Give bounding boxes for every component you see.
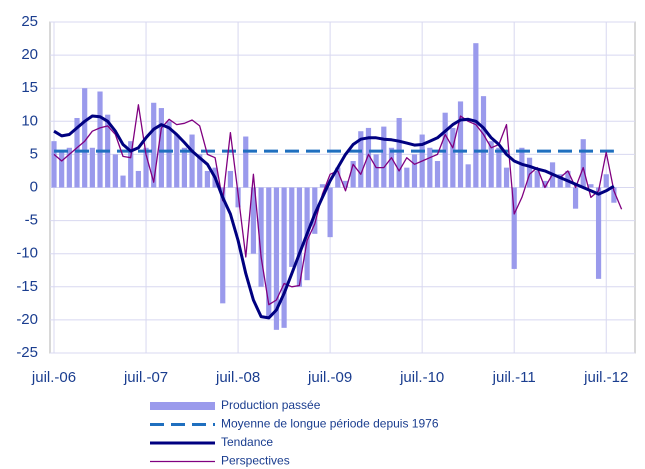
bar [503, 167, 510, 188]
bar [135, 170, 141, 188]
y-tick-label: 10 [21, 112, 38, 129]
bar [542, 180, 548, 188]
y-tick-label: -20 [16, 311, 38, 328]
bar [473, 43, 479, 188]
bar [488, 141, 494, 188]
legend-label: Perspectives [221, 454, 290, 468]
bar [128, 141, 134, 188]
bar [327, 187, 333, 238]
bar [411, 154, 418, 188]
bar [335, 167, 341, 188]
bar [289, 187, 295, 267]
bar [51, 141, 57, 188]
x-tick-label: juil.-12 [583, 369, 628, 386]
bar [450, 127, 456, 188]
legend-label: Tendance [221, 435, 273, 449]
x-tick-label: juil.-06 [31, 369, 76, 386]
bar [220, 187, 226, 304]
bar [588, 184, 594, 188]
bar [266, 187, 272, 317]
bar [166, 121, 172, 188]
bar [296, 187, 303, 287]
bar [227, 170, 234, 188]
bar [465, 164, 471, 188]
line-thin [53, 104, 623, 306]
y-tick-label: 15 [21, 79, 38, 96]
bar [97, 91, 103, 188]
bar [204, 170, 210, 188]
legend-label: Moyenne de longue période depuis 1976 [221, 417, 439, 431]
bar [197, 154, 203, 188]
bar [496, 147, 502, 188]
bar [258, 187, 264, 287]
bar [74, 117, 80, 188]
y-tick-label: 5 [30, 145, 38, 162]
x-tick-label: juil.-09 [307, 369, 352, 386]
legend-label: Production passée [221, 398, 321, 412]
bar [143, 147, 149, 188]
bar [82, 88, 88, 188]
x-tick-label: juil.-08 [215, 369, 260, 386]
bar [358, 131, 364, 188]
y-tick-label: 0 [30, 178, 38, 195]
bar [319, 184, 326, 188]
bar [350, 161, 356, 188]
bar [273, 187, 280, 330]
y-tick-label: 20 [21, 46, 38, 63]
bar [557, 174, 563, 188]
bar [250, 187, 257, 254]
y-tick-label: -5 [25, 212, 38, 229]
legend-swatch [150, 402, 215, 410]
bar [381, 126, 387, 188]
bar [526, 157, 533, 188]
bar [59, 151, 65, 188]
bar [396, 117, 402, 188]
bar [112, 154, 118, 188]
bar [480, 96, 487, 188]
bar [365, 127, 372, 188]
bar [534, 170, 540, 188]
bar [572, 187, 579, 209]
bar [427, 147, 433, 188]
bar [434, 161, 441, 188]
bar [342, 180, 349, 188]
bar [189, 134, 195, 188]
bar [519, 147, 525, 188]
bar [89, 147, 95, 188]
bar [158, 108, 164, 188]
bar [611, 187, 617, 203]
bar [281, 187, 287, 328]
bar [565, 170, 571, 188]
bar [243, 136, 249, 188]
bar [373, 154, 379, 188]
bar [580, 139, 586, 188]
bar [388, 147, 395, 188]
y-tick-label: -25 [16, 344, 38, 361]
x-tick-label: juil.-11 [492, 369, 536, 386]
bar [174, 134, 180, 188]
bar [404, 167, 410, 188]
x-tick-label: juil.-07 [123, 369, 168, 386]
bar [603, 174, 609, 188]
x-tick-label: juil.-10 [399, 369, 444, 386]
bar [120, 175, 126, 188]
bar [595, 187, 602, 279]
y-tick-label: -15 [16, 278, 38, 295]
bar [151, 102, 157, 188]
line-thick [53, 114, 615, 320]
y-tick-label: 25 [21, 13, 38, 30]
bar [181, 147, 187, 188]
bar [457, 101, 464, 188]
bar [511, 187, 517, 269]
bar [66, 147, 72, 188]
y-tick-label: -10 [16, 245, 38, 262]
